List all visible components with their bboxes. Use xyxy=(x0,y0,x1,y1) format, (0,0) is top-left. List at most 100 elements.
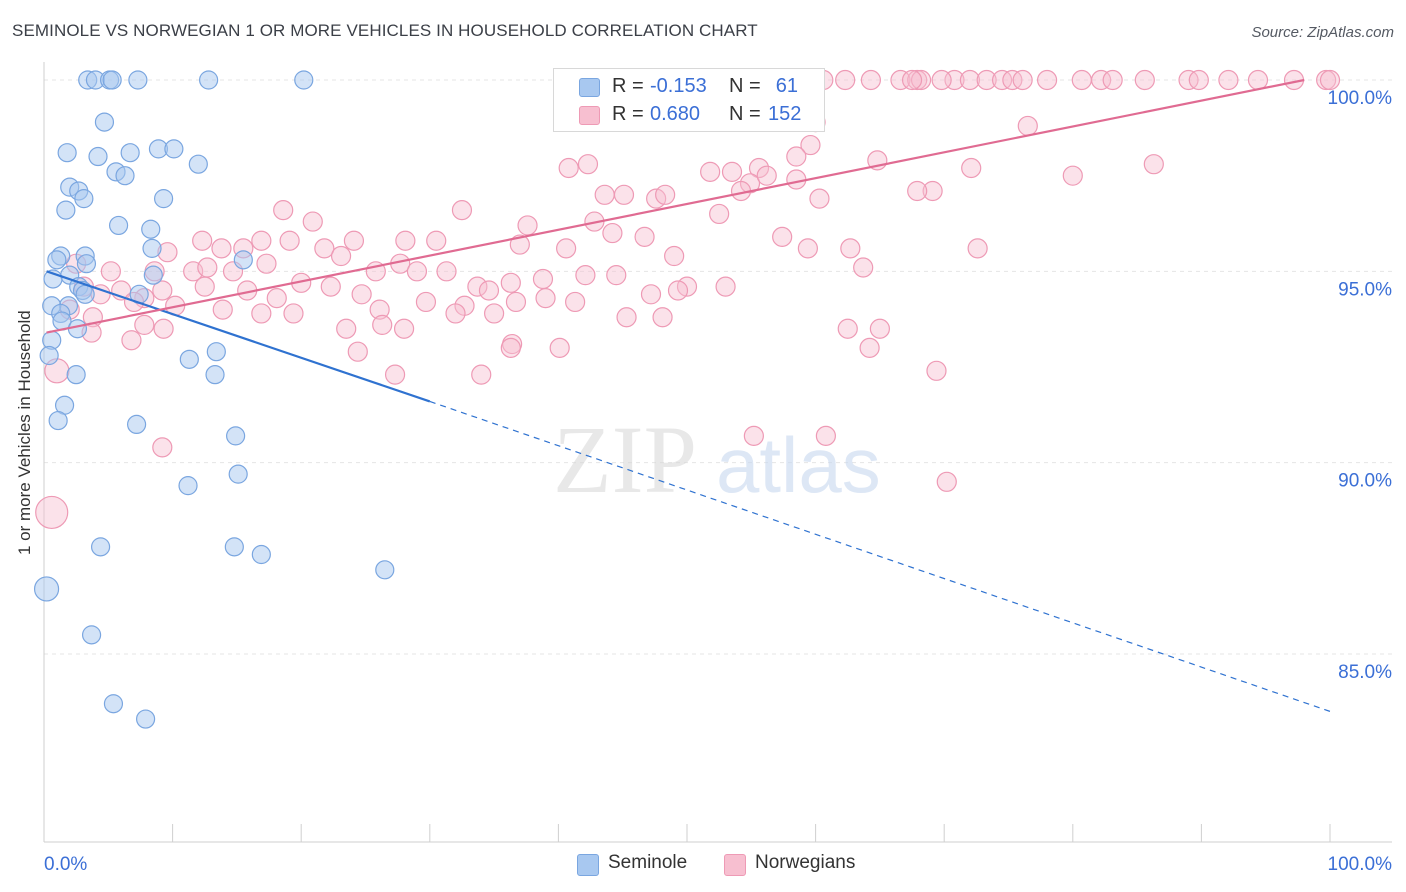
watermark-zip: ZIP xyxy=(553,406,697,513)
norwegians-point xyxy=(936,471,957,492)
y-tick-label: 90.0% xyxy=(1338,471,1392,492)
norwegians-point xyxy=(577,154,599,175)
seminole-point xyxy=(206,342,226,362)
watermark: ZIP atlas xyxy=(553,406,881,513)
norwegians-point xyxy=(336,318,357,339)
norwegians-point xyxy=(500,337,521,358)
norwegians-trend-line xyxy=(46,78,1305,334)
norwegians-point xyxy=(616,307,637,328)
norwegians-point xyxy=(283,303,304,324)
seminole-point xyxy=(56,200,76,220)
norwegians-point xyxy=(393,318,415,339)
seminole-point xyxy=(199,70,219,90)
norwegians-point xyxy=(251,303,272,324)
norwegians-point xyxy=(484,303,505,324)
seminole-point xyxy=(126,414,147,434)
seminole-point xyxy=(90,537,111,557)
norwegians-point xyxy=(471,364,492,385)
seminole-point xyxy=(39,345,59,366)
norwegians-point xyxy=(800,134,821,156)
norwegians-point xyxy=(1036,69,1058,91)
seminole-point xyxy=(141,219,161,239)
chart-title: SEMINOLE VS NORWEGIAN 1 OR MORE VEHICLES… xyxy=(12,21,758,40)
norwegians-point xyxy=(786,146,807,167)
watermark-atlas: atlas xyxy=(716,421,881,509)
norwegians-point xyxy=(517,215,538,236)
norwegians-point xyxy=(853,257,874,278)
norwegians-point xyxy=(926,360,947,381)
norwegians-point xyxy=(859,337,880,358)
norwegians-point xyxy=(279,230,300,251)
norwegians-point xyxy=(809,188,830,209)
seminole-point xyxy=(205,365,225,385)
norwegians-point xyxy=(907,180,928,202)
norwegians-point xyxy=(369,299,390,320)
seminole-point xyxy=(178,476,198,496)
norwegians-point xyxy=(100,261,121,282)
norwegians-point xyxy=(347,341,368,362)
norwegians-point xyxy=(1143,154,1164,175)
norwegians-point xyxy=(343,230,365,251)
norwegians-point xyxy=(748,157,770,179)
seminole-point xyxy=(47,250,67,270)
seminole-point xyxy=(120,143,140,163)
norwegians-point xyxy=(797,238,818,259)
norwegians-point xyxy=(467,276,488,297)
norwegians-point xyxy=(835,69,856,91)
norwegians-point xyxy=(384,364,406,385)
seminole-legend-swatch xyxy=(577,854,599,876)
seminole-point xyxy=(226,426,246,446)
norwegians-point xyxy=(197,257,218,278)
norwegians-point xyxy=(721,161,743,182)
seminole-point xyxy=(153,189,174,209)
norwegians-point xyxy=(35,495,69,530)
seminole-points xyxy=(33,70,395,729)
norwegians-point xyxy=(772,226,793,247)
norwegians-point xyxy=(351,284,372,305)
seminole-point xyxy=(228,464,248,484)
norwegians-point xyxy=(152,437,173,458)
norwegians-point xyxy=(655,184,676,205)
norwegians-point xyxy=(931,69,952,91)
seminole-r-value: -0.153 xyxy=(650,75,707,97)
norwegians-point xyxy=(667,280,689,301)
norwegians-point xyxy=(251,230,272,251)
norwegians-point xyxy=(330,245,352,267)
norwegians-point xyxy=(1134,69,1155,91)
norwegians-point xyxy=(594,184,615,205)
norwegians-point xyxy=(890,69,911,91)
norwegians-point xyxy=(212,299,233,320)
norwegians-point xyxy=(815,425,836,446)
axes xyxy=(43,62,1392,843)
trend-lines xyxy=(46,78,1331,712)
norwegians-point xyxy=(1002,69,1023,91)
norwegians-point xyxy=(991,69,1013,91)
seminole-n-value: 61 xyxy=(775,75,798,97)
seminole-point xyxy=(81,625,102,645)
norwegians-point xyxy=(1090,69,1112,91)
norwegians-point xyxy=(194,276,215,297)
norwegians-point xyxy=(743,425,764,446)
norwegians-point xyxy=(478,280,500,301)
norwegians-point xyxy=(153,318,174,339)
norwegians-point xyxy=(606,265,627,286)
legend-row-seminole: R = -0.153 N = 61 xyxy=(554,73,824,101)
x-tick-label: 100.0% xyxy=(1328,854,1393,875)
seminole-point xyxy=(33,576,60,602)
norwegians-point xyxy=(500,272,521,293)
seminole-point xyxy=(108,215,129,236)
norwegians-point xyxy=(837,318,858,339)
norwegians-point xyxy=(558,157,579,179)
norwegians-point xyxy=(652,307,673,328)
norwegians-point xyxy=(406,261,428,282)
seminole-point xyxy=(115,166,135,186)
norwegians-point xyxy=(976,69,997,91)
seminole-point xyxy=(57,143,77,163)
norwegians-swatch xyxy=(579,106,600,125)
tick-labels: 85.0% 90.0% 95.0% 100.0% 0.0% 100.0% xyxy=(44,88,1392,875)
norwegians-point xyxy=(256,253,277,274)
norwegians-point xyxy=(192,230,213,251)
norwegians-r-value: 0.680 xyxy=(650,103,701,125)
norwegians-point xyxy=(415,291,437,313)
